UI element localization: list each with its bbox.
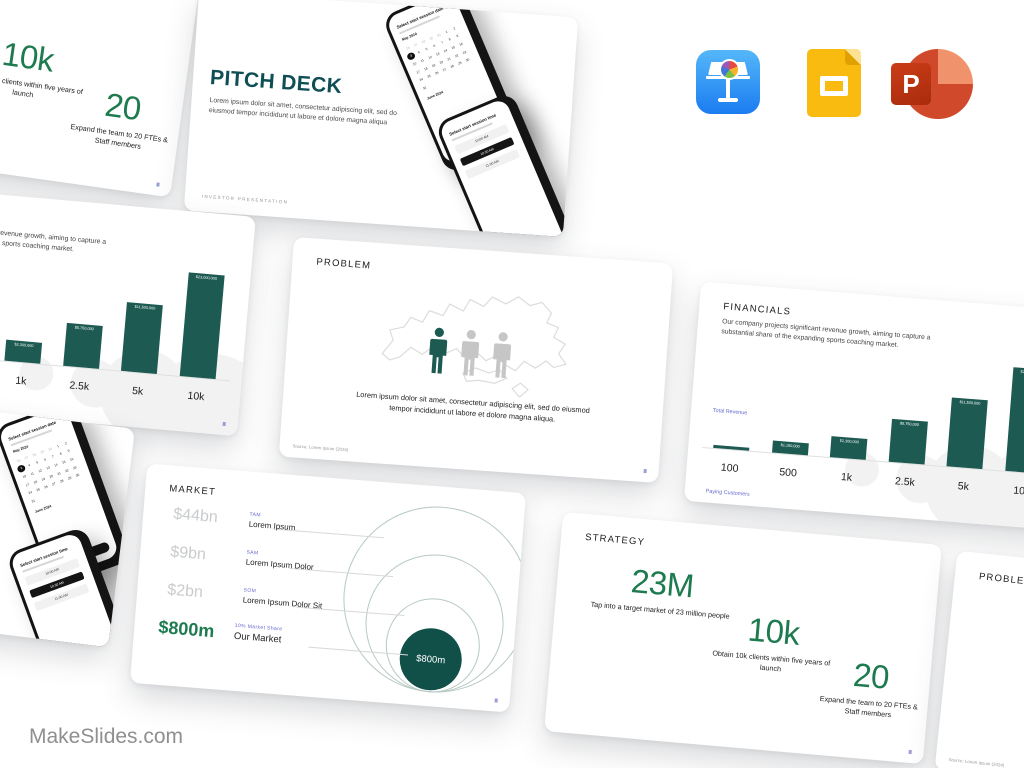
bar-value-label: $11,500,000 <box>134 304 156 311</box>
bar-value-label: $5,750,000 <box>74 325 94 331</box>
slide-financials[interactable]: FINANCIALS Our company projects signific… <box>683 281 1024 531</box>
powerpoint-letter: P <box>902 68 920 99</box>
slide-cover[interactable]: PITCH DECK Lorem ipsum dolor sit amet, c… <box>183 0 579 237</box>
revenue-bar: $5,750,000 <box>888 418 928 465</box>
google-slides-icon[interactable] <box>807 49 861 117</box>
strategy-stat-team: 20 Expand the team to 20 FTEs & Staff me… <box>62 80 181 155</box>
bar-value-label: $23,000,000 <box>195 274 218 281</box>
bar-value-label: $23,000,000 <box>1020 369 1024 375</box>
bar-column: $5,750,000 <box>52 322 114 370</box>
calendar-day[interactable]: 30 <box>75 473 80 479</box>
map-mainland-path <box>381 296 567 372</box>
map-island-path <box>511 382 529 398</box>
territory-map-outline <box>365 281 587 414</box>
page-number-marker <box>222 421 226 427</box>
bar-category-label: 500 <box>778 466 798 480</box>
source-note: Source: Lorem Ipsum (2024) <box>948 756 1005 768</box>
keynote-base <box>718 98 738 102</box>
market-value: $2bn <box>166 581 204 602</box>
market-row-som: $2bn SOM Lorem Ipsum Dolor Sit <box>167 581 324 611</box>
person-icon <box>493 332 512 379</box>
google-slides-fold <box>845 49 861 65</box>
page-number-marker <box>156 182 160 187</box>
slide-strategy-partial[interactable]: STRATEGY 23M Tap into a target market of… <box>0 0 201 198</box>
phone-heading: Select start session date <box>395 5 445 30</box>
bar-value-label: $2,300,000 <box>14 341 34 348</box>
slide-problem-partial[interactable]: PROBLEM Source: Lorem Ipsum (2024) <box>934 550 1024 768</box>
market-row-tam: $44bn TAM Lorem Ipsum <box>173 506 297 534</box>
market-name: Lorem Ipsum <box>248 519 296 533</box>
revenue-bar: $23,000,000 <box>1005 367 1024 474</box>
market-bubble-label: $800m <box>415 652 446 666</box>
bar-column: $23,000,000 <box>169 271 236 380</box>
calendar-day[interactable]: 31 <box>30 498 36 504</box>
bar-column: $11,500,000 <box>936 397 999 470</box>
y-axis-label: Total Revenue <box>712 407 748 417</box>
bar-column: $2,300,000 <box>0 339 53 365</box>
bar-value-label: $11,500,000 <box>959 399 981 406</box>
keynote-stem <box>726 79 730 98</box>
cover-body: Lorem ipsum dolor sit amet, consectetur … <box>208 97 398 126</box>
powerpoint-icon[interactable]: P <box>891 48 973 120</box>
market-value: $9bn <box>169 543 207 564</box>
slide-title: MARKET <box>168 483 217 498</box>
bar-value-label: $2,300,000 <box>839 438 859 444</box>
revenue-bar: $5,750,000 <box>62 322 103 369</box>
person-icon-highlighted <box>429 327 448 374</box>
bar-column: $23,000,000 <box>994 366 1024 474</box>
bar-column: $2,300,000 <box>819 435 878 460</box>
site-watermark: MakeSlides.com <box>29 725 184 748</box>
revenue-bar-chart: Total Revenue Paying Customers 100 $1,150… <box>684 281 1024 531</box>
calendar-day[interactable]: 30 <box>465 57 471 63</box>
market-name: Our Market <box>233 630 282 646</box>
keynote-icon[interactable] <box>696 50 760 114</box>
map-island-path <box>462 367 508 384</box>
slide-title: PROBLEM <box>978 571 1024 588</box>
cover-title: PITCH DECK <box>209 66 343 99</box>
revenue-bar: $2,300,000 <box>830 436 868 460</box>
bar-column: $11,500,000 <box>110 301 174 375</box>
strategy-stat-team: 20 Expand the team to 20 FTEs & Staff me… <box>812 653 929 723</box>
market-value: $44bn <box>172 505 219 527</box>
market-value: $800m <box>157 616 216 642</box>
bar-column: $1,150,000 <box>761 440 820 457</box>
powerpoint-square: P <box>891 63 931 105</box>
keynote-pie-chart <box>719 59 740 80</box>
slide-title: PROBLEM <box>316 256 372 272</box>
x-axis-label: Paying Customers <box>705 488 750 498</box>
slide-title: STRATEGY <box>584 531 646 549</box>
revenue-bar: $23,000,000 <box>179 272 225 380</box>
slide-problem[interactable]: PROBLEM Lorem ipsum dolor sit amet, con <box>278 237 674 483</box>
revenue-bar: $11,500,000 <box>121 302 164 374</box>
market-row-sam: $9bn SAM Lorem Ipsum Dolor <box>170 544 315 573</box>
bar-category-label: 100 <box>720 461 739 475</box>
bar-column: $5,750,000 <box>877 418 938 465</box>
phone-screen: Select start session time 10:00 AM 10:30… <box>438 97 567 237</box>
market-row-our-market: $800m 10% Market Share Our Market <box>158 617 283 648</box>
revenue-bar: $11,500,000 <box>946 397 989 470</box>
bar-value-label: $5,750,000 <box>899 420 920 427</box>
bar-value-label: $1,150,000 <box>780 442 800 449</box>
stat-value: 20 <box>851 655 891 696</box>
source-note: Source: Lorem Ipsum (2024) <box>292 443 349 453</box>
slide-financials-partial[interactable]: FINANCIALS Our company projects signific… <box>0 183 256 437</box>
google-slides-frame <box>820 76 848 96</box>
revenue-bar: $2,300,000 <box>4 339 43 364</box>
people-icons <box>426 327 514 381</box>
slide-market[interactable]: MARKET $800m $44bn TAM Lorem Ipsum $9bn … <box>129 463 527 713</box>
page-number-marker <box>643 468 647 474</box>
slide-strategy[interactable]: STRATEGY 23M Tap into a target market of… <box>544 511 942 765</box>
page-number-marker <box>494 698 498 703</box>
person-icon <box>461 330 480 376</box>
calendar-day[interactable]: 31 <box>422 85 428 91</box>
revenue-bar-chart: Total Revenue Paying Customers 100$1,150… <box>0 184 256 437</box>
page-number-marker <box>908 749 912 755</box>
cover-footer: INVESTOR PRESENTATION <box>201 193 289 205</box>
